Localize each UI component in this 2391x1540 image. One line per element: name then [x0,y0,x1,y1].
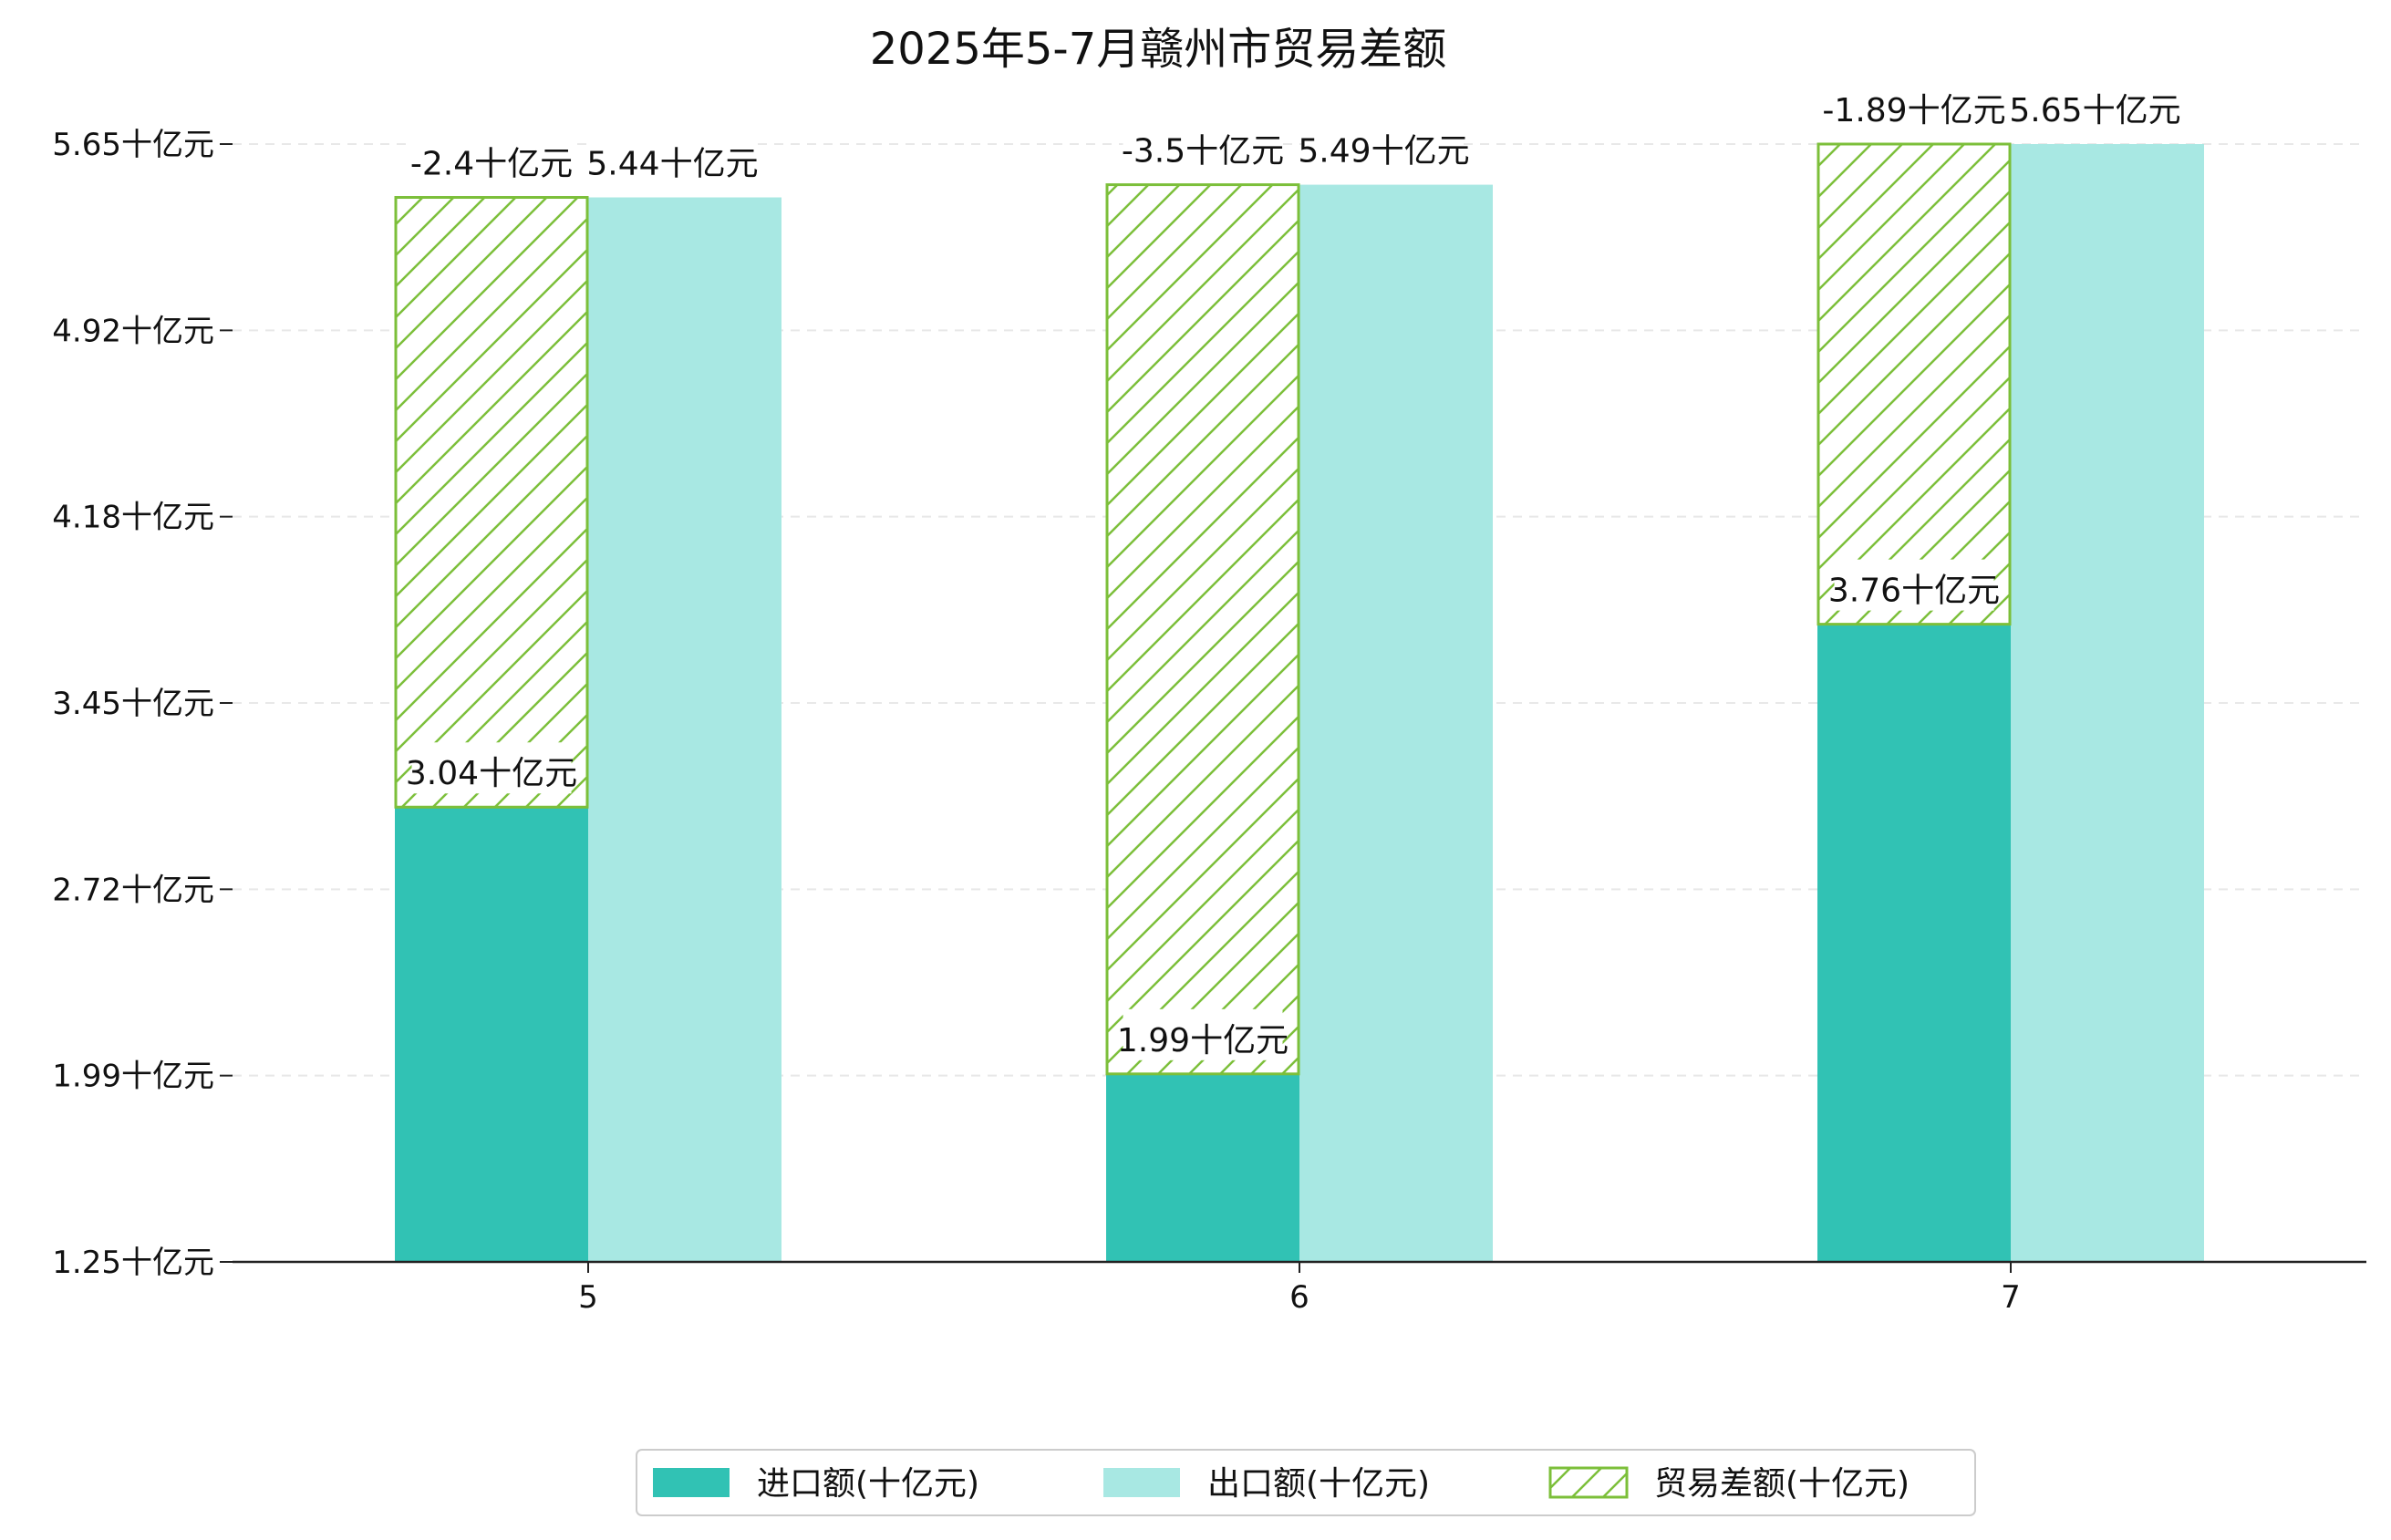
data-label: 5.49十亿元 [1298,119,1470,171]
data-label: -2.4十亿元 [410,132,573,184]
import-bar [1817,624,2011,1262]
legend-swatch [1548,1466,1629,1499]
data-label: 3.04十亿元 [406,742,577,794]
data-label-bg [2015,79,2175,130]
legend-swatch [653,1468,730,1497]
export-bar [588,197,781,1262]
y-tick-label: 1.25十亿元 [52,1245,214,1281]
data-label-bg [1123,119,1283,171]
data-label: 1.99十亿元 [1117,1008,1289,1060]
data-label-text: 3.76十亿元 [1828,573,2000,610]
data-label-bg [411,742,572,794]
y-tick-label: 5.65十亿元 [52,127,214,163]
data-label-bg [411,132,572,184]
data-label-text: 5.44十亿元 [586,146,758,183]
data-label: -1.89十亿元 [1822,79,2006,130]
data-label-text: 1.99十亿元 [1117,1022,1289,1059]
import-bar [1106,1073,1299,1262]
data-label-text: -1.89十亿元 [1822,92,2005,129]
legend-item: 贸易差额(十亿元) [1548,1465,1910,1503]
balance-bar [1105,183,1300,1076]
y-tick-label: 2.72十亿元 [52,872,214,908]
data-label-bg [1123,1008,1283,1060]
y-tick-label: 3.45十亿元 [52,686,214,722]
legend-item: 出口额(十亿元) [1103,1465,1430,1503]
legend: 进口额(十亿元) 出口额(十亿元) 贸易差额(十亿元) [636,1449,1976,1516]
data-label: 3.76十亿元 [1828,559,2000,611]
data-label-text: 5.65十亿元 [2009,92,2180,129]
y-tick-label: 1.99十亿元 [52,1059,214,1095]
legend-label: 贸易差额(十亿元) [1654,1465,1910,1503]
balance-bar [1817,142,2012,626]
x-tick-label: 7 [2001,1279,2021,1316]
data-label: 5.44十亿元 [586,132,759,184]
x-tick-label: 5 [578,1279,598,1316]
y-tick-label: 4.92十亿元 [52,313,214,349]
data-label-bg [1825,79,2003,130]
data-label: -3.5十亿元 [1122,119,1284,171]
data-label-text: 3.04十亿元 [406,755,577,792]
balance-bar [394,196,589,809]
legend-label: 进口额(十亿元) [757,1465,979,1503]
data-label-bg [593,132,752,184]
import-bar [395,807,588,1262]
legend-item: 进口额(十亿元) [653,1465,979,1503]
data-label-text: -3.5十亿元 [1122,133,1284,171]
data-label-bg [1304,119,1464,171]
data-label: 5.65十亿元 [2009,79,2181,130]
data-label-text: 5.49十亿元 [1298,133,1469,171]
legend-swatch [1103,1468,1180,1497]
export-bar [1299,184,1493,1263]
x-tick-label: 6 [1289,1279,1309,1316]
chart-title: 2025年5-7月赣州市贸易差额 [870,24,1447,75]
legend-box [636,1449,1976,1516]
data-label-bg [1834,559,1994,611]
export-bar [2011,144,2204,1262]
legend-label: 出口额(十亿元) [1207,1465,1430,1503]
data-label-text: -2.4十亿元 [410,146,573,183]
y-tick-label: 4.18十亿元 [52,500,214,536]
